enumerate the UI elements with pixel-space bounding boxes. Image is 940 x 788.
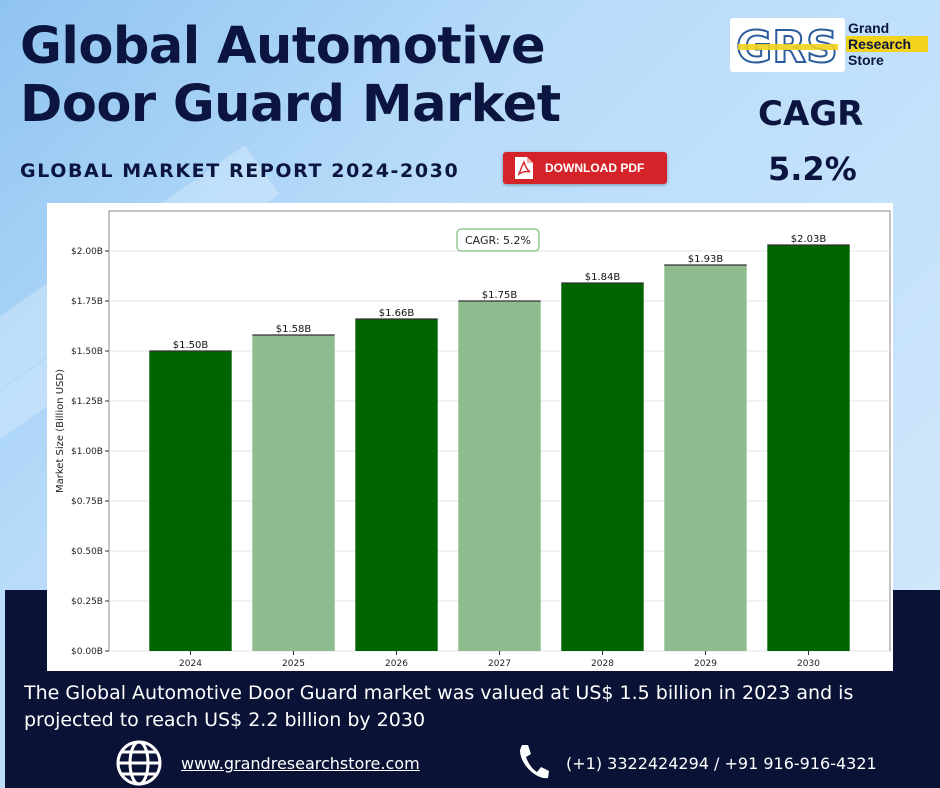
bar-data-label: $2.03B: [791, 234, 827, 245]
download-pdf-button[interactable]: DOWNLOAD PDF: [503, 152, 667, 184]
x-tick-label: 2026: [385, 659, 408, 669]
logo-wordmark: Grand Research Store: [846, 20, 928, 68]
globe-icon: [116, 740, 162, 786]
phone-icon: [520, 745, 549, 779]
brand-logo: GRS Grand Research Store: [730, 18, 930, 72]
logo-line-research: Research: [846, 36, 928, 52]
y-tick-label: $0.25B: [71, 597, 103, 607]
bar: [458, 301, 541, 651]
x-tick-label: 2027: [488, 659, 511, 669]
bar-data-label: $1.58B: [276, 324, 312, 335]
y-tick-label: $1.75B: [71, 297, 103, 307]
pdf-file-icon: [515, 157, 533, 179]
y-tick-label: $2.00B: [71, 247, 103, 257]
bar-chart: $0.00B $0.25B $0.50B $0.75B $1.00B $1.25B $1.5…: [55, 210, 891, 669]
bar-data-label: $1.93B: [688, 254, 724, 265]
y-tick-label: $1.50B: [71, 347, 103, 357]
bar-data-label: $1.50B: [173, 340, 209, 351]
report-subtitle: GLOBAL MARKET REPORT 2024-2030: [20, 160, 460, 182]
bar: [664, 265, 747, 651]
website-link[interactable]: www.grandresearchstore.com: [181, 754, 420, 773]
bar: [767, 245, 850, 651]
page-title: Global Automotive Door Guard Market: [20, 17, 561, 134]
bar-data-label: $1.84B: [585, 272, 621, 283]
download-pdf-label: DOWNLOAD PDF: [545, 161, 645, 175]
y-tick-label: $0.75B: [71, 497, 103, 507]
x-tick-label: 2030: [797, 659, 820, 669]
logo-mark: GRS: [730, 18, 845, 72]
x-tick-label: 2024: [179, 659, 202, 669]
x-tick-label: 2028: [591, 659, 614, 669]
y-tick-label: $1.25B: [71, 397, 103, 407]
bar: [252, 335, 335, 651]
y-tick-label: $1.00B: [71, 447, 103, 457]
market-description: The Global Automotive Door Guard market …: [24, 682, 854, 731]
logo-line-grand: Grand: [848, 20, 890, 36]
y-tick-label: $0.50B: [71, 547, 103, 557]
x-tick-label: 2029: [694, 659, 717, 669]
y-tick-label: $0.00B: [71, 647, 103, 657]
y-axis-label: Market Size (Billion USD): [55, 369, 66, 493]
chart-card: $0.00B $0.25B $0.50B $0.75B $1.00B $1.25B $1.5…: [47, 203, 893, 671]
bar-data-label: $1.75B: [482, 290, 518, 301]
logo-line-store: Store: [848, 52, 884, 68]
cagr-label: CAGR: [758, 94, 864, 134]
x-tick-label: 2025: [282, 659, 305, 669]
bar-data-label: $1.66B: [379, 308, 415, 319]
cagr-value: 5.2%: [768, 150, 857, 188]
phone-number: (+1) 3322424294 / +91 916-916-4321: [566, 754, 877, 773]
cagr-annotation-box: [456, 228, 540, 252]
bar: [561, 283, 644, 651]
bar: [149, 351, 232, 651]
cagr-annotation: CAGR: 5.2%: [465, 234, 531, 247]
bar: [355, 319, 438, 651]
